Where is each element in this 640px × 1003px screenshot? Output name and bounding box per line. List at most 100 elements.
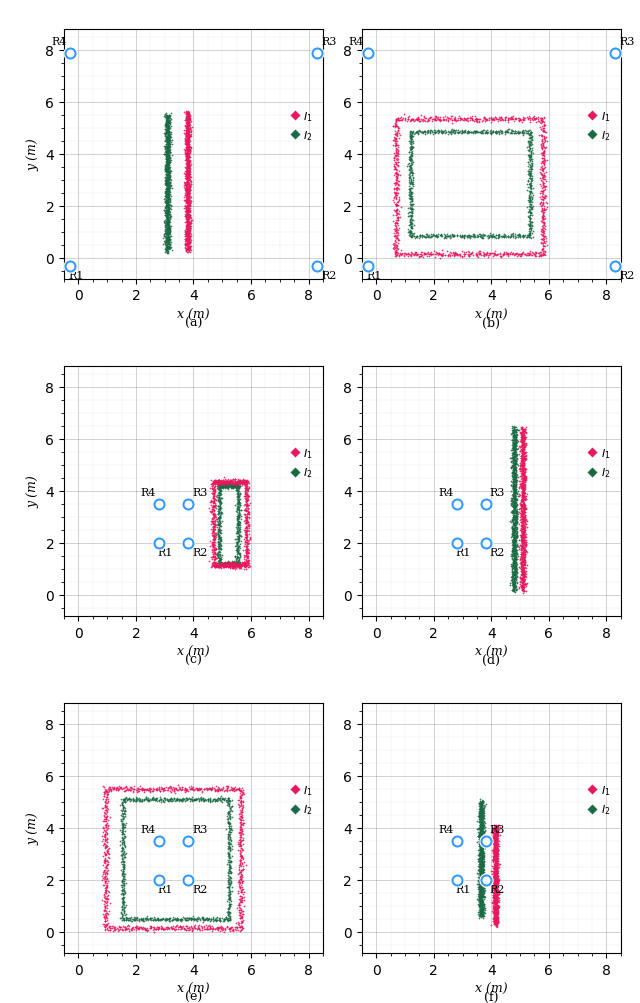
Point: [518, 228, 528, 244]
Point: [509, 549, 520, 565]
Point: [162, 113, 172, 129]
Point: [236, 820, 246, 837]
Point: [217, 479, 227, 495]
Point: [392, 171, 402, 187]
Point: [219, 479, 229, 495]
Point: [518, 453, 529, 469]
Point: [103, 841, 113, 857]
Point: [404, 160, 415, 177]
Point: [185, 215, 195, 231]
Point: [477, 830, 488, 847]
Point: [209, 557, 220, 573]
Point: [526, 130, 536, 146]
Point: [491, 881, 501, 897]
Point: [214, 518, 224, 534]
Point: [467, 110, 477, 126]
Point: [518, 565, 529, 581]
Point: [99, 833, 109, 850]
Point: [215, 481, 225, 497]
Point: [163, 151, 173, 168]
Point: [118, 869, 128, 885]
Point: [488, 887, 499, 903]
Point: [391, 189, 401, 205]
Point: [493, 841, 503, 857]
Point: [491, 828, 501, 845]
Point: [140, 912, 150, 928]
Point: [454, 230, 465, 246]
Point: [164, 192, 175, 208]
Point: [477, 822, 488, 839]
Point: [223, 829, 234, 846]
Point: [183, 172, 193, 188]
Point: [226, 556, 236, 572]
Point: [158, 215, 168, 231]
Point: [186, 245, 196, 261]
Point: [118, 891, 128, 907]
Point: [392, 174, 403, 190]
Point: [213, 550, 223, 566]
Point: [517, 519, 527, 535]
Point: [508, 542, 518, 558]
Point: [205, 794, 215, 810]
Point: [212, 479, 223, 495]
Point: [242, 480, 252, 496]
Point: [129, 912, 140, 928]
Point: [507, 535, 517, 551]
Point: [236, 790, 246, 806]
Point: [184, 793, 195, 809]
Point: [406, 229, 417, 245]
Point: [162, 144, 172, 160]
Point: [512, 528, 522, 544]
Point: [510, 447, 520, 463]
Point: [489, 841, 499, 857]
Point: [509, 494, 520, 511]
Point: [183, 169, 193, 185]
Point: [492, 907, 502, 923]
Point: [163, 782, 173, 798]
Point: [118, 863, 129, 879]
Point: [221, 473, 232, 489]
Point: [184, 171, 194, 187]
Point: [218, 557, 228, 573]
Point: [518, 570, 528, 586]
Point: [541, 174, 551, 190]
Point: [509, 445, 519, 461]
Point: [159, 140, 170, 156]
Point: [164, 779, 174, 795]
Point: [406, 141, 416, 157]
Point: [102, 843, 112, 859]
Point: [217, 506, 227, 522]
Point: [235, 831, 245, 848]
Point: [490, 879, 500, 895]
Point: [517, 458, 527, 474]
Point: [214, 478, 225, 494]
Point: [408, 135, 419, 151]
Point: [509, 485, 520, 502]
Point: [408, 179, 418, 195]
Point: [476, 910, 486, 926]
Point: [519, 444, 529, 460]
Point: [405, 201, 415, 217]
Point: [183, 186, 193, 202]
Point: [161, 194, 172, 210]
Point: [525, 211, 536, 227]
Point: [186, 791, 196, 807]
Point: [209, 499, 219, 516]
Point: [517, 506, 527, 522]
Point: [234, 915, 244, 931]
Point: [208, 520, 218, 536]
Point: [541, 179, 551, 195]
Point: [177, 920, 187, 936]
Point: [518, 455, 528, 471]
Point: [233, 883, 243, 899]
Point: [492, 886, 502, 902]
Point: [510, 539, 520, 555]
Point: [515, 247, 525, 263]
Point: [517, 443, 527, 459]
Point: [161, 185, 172, 201]
Point: [121, 910, 131, 926]
Point: [184, 173, 194, 189]
Point: [538, 202, 548, 218]
Point: [476, 799, 486, 815]
Point: [518, 546, 529, 562]
